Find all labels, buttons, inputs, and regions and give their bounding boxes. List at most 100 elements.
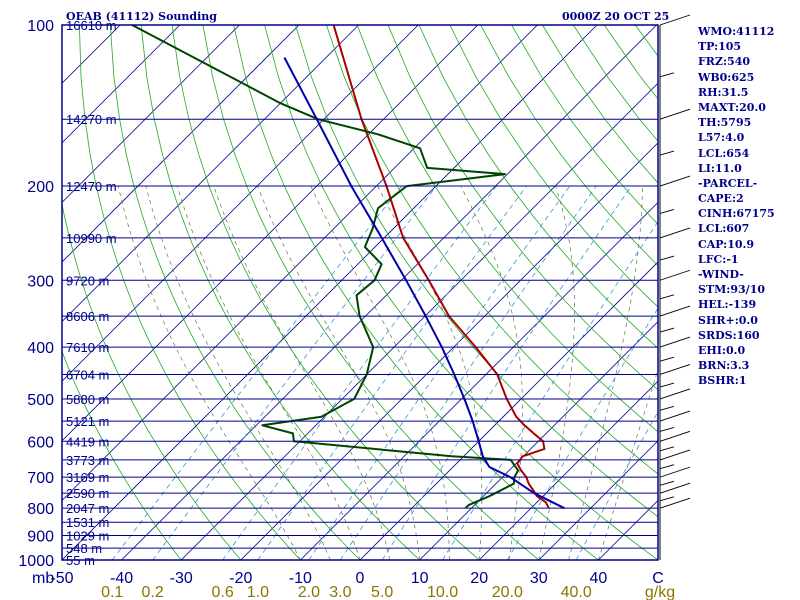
temperature-tick-label: 10	[411, 570, 429, 587]
wind-barb	[659, 426, 675, 432]
index-item: WB0:625	[698, 70, 755, 84]
height-label: 14270 m	[66, 112, 117, 127]
height-label: 7610 m	[66, 340, 109, 355]
mixing-ratio-line	[222, 185, 497, 560]
temperature-tick-label: 40	[590, 570, 608, 587]
profiles	[131, 25, 565, 510]
temperature-tick-label: 30	[530, 570, 548, 587]
mixing-ratio-line	[381, 185, 632, 560]
wind-barb	[659, 449, 691, 461]
wind-barb	[659, 410, 691, 422]
isotherm-line	[62, 25, 479, 442]
height-label: 55 m	[66, 553, 95, 568]
mixing-ratio-label: 1.0	[247, 584, 269, 600]
isotherm-line	[300, 201, 658, 560]
index-item: CAPE:2	[698, 192, 744, 206]
index-item: LCL:654	[698, 146, 750, 160]
temperature-tick-label: -30	[170, 570, 193, 587]
wind-barb	[659, 382, 675, 388]
index-item: LI:11.0	[698, 161, 742, 175]
temperature-tick-label: -40	[110, 570, 133, 587]
pressure-tick-label: 300	[27, 273, 54, 290]
dry-adiabat-line	[789, 25, 800, 560]
mixing-ratio-label: 0.1	[101, 584, 123, 600]
station-title: OEAB (41112) Sounding	[66, 10, 217, 23]
index-item: -PARCEL-	[698, 176, 758, 190]
mixing-ratio-label: 40.0	[561, 584, 592, 600]
wind-barb	[659, 72, 675, 78]
isotherm-line	[0, 25, 1, 560]
isotherm-line	[121, 25, 657, 560]
index-item: WMO:41112	[698, 25, 775, 38]
wind-barb	[659, 388, 691, 400]
mixing-ratio-line	[257, 185, 527, 560]
dry-adiabat-line	[79, 25, 301, 560]
moist-adiabat-line	[598, 368, 658, 560]
height-label: 8606 m	[66, 309, 109, 324]
dry-adiabat-line	[264, 25, 658, 560]
pressure-tick-label: 400	[27, 340, 54, 357]
height-label: 2047 m	[66, 501, 109, 516]
isotherm-line	[62, 25, 359, 323]
temperature-unit-label: C	[652, 570, 664, 587]
index-item: LFC:-1	[698, 252, 739, 266]
index-item: BSHR:1	[698, 374, 747, 388]
temperature-tick-label: -10	[289, 570, 312, 587]
temperature-tick-label: 0	[356, 570, 365, 587]
height-label: 548 m	[66, 541, 102, 556]
index-item: STM:93/10	[698, 283, 765, 297]
temperature-tick-label: -20	[229, 570, 252, 587]
wind-barb	[659, 336, 691, 348]
mixing-ratio-label: 10.0	[427, 584, 458, 600]
mixing-ratio-label: 5.0	[371, 584, 393, 600]
wind-barb	[659, 227, 691, 239]
height-label: 12470 m	[66, 179, 117, 194]
isotherm-line	[62, 25, 598, 560]
wind-barbs	[659, 14, 691, 560]
wind-barb	[659, 364, 691, 375]
moist-adiabat-line	[568, 186, 643, 560]
mixing-ratio-label: 3.0	[329, 584, 351, 600]
mixing-ratio-label: 2.0	[298, 584, 320, 600]
index-item: LCL:607	[698, 222, 750, 236]
moist-adiabat-line	[145, 186, 331, 560]
index-item: RH:31.5	[698, 85, 749, 99]
mixing-ratio-line	[152, 185, 437, 560]
isotherms	[0, 25, 658, 560]
wind-barb	[659, 466, 691, 478]
wind-barb	[659, 208, 675, 214]
index-item: HEL:-139	[698, 298, 757, 312]
temperature-labels: mb-50 -40 -30 -20 -10 0 10 20 30 40 C	[32, 570, 664, 587]
index-item: TP:105	[698, 40, 742, 54]
pressure-labels: 100 200 300 400 500 600 700 800 900 1000	[18, 18, 54, 570]
pressure-tick-label: 600	[27, 434, 54, 451]
wind-barb	[659, 482, 691, 494]
height-label: 1531 m	[66, 515, 109, 530]
mixing-ratio-label: 0.2	[142, 584, 164, 600]
mixing-ratio-line	[111, 185, 402, 560]
index-item: BRN:3.3	[698, 359, 750, 373]
wind-barb	[659, 405, 675, 411]
height-label: 4419 m	[66, 434, 109, 449]
dewpoint-profile	[131, 25, 520, 509]
height-label: 5880 m	[66, 392, 109, 407]
wind-barb	[659, 356, 675, 362]
mixing-ratio-lines	[111, 185, 658, 560]
mixing-ratio-unit: g/kg	[645, 584, 675, 600]
index-item: MAXT:20.0	[698, 100, 766, 114]
isotherm-line	[359, 261, 658, 560]
moist-adiabat-line	[213, 185, 391, 560]
temperature-profile	[332, 25, 550, 509]
pressure-tick-label: 200	[27, 179, 54, 196]
pressure-tick-label: 900	[27, 529, 54, 546]
isotherm-line	[62, 25, 240, 203]
dry-adiabat-line	[202, 25, 540, 560]
isotherm-line	[62, 25, 538, 501]
index-item: FRZ:540	[698, 55, 751, 69]
height-label: 3169 m	[66, 470, 109, 485]
index-item: EHI:0.0	[698, 343, 746, 357]
height-label: 3773 m	[66, 453, 109, 468]
moist-adiabat-line	[117, 186, 301, 560]
pressure-tick-label: 1000	[18, 553, 54, 570]
